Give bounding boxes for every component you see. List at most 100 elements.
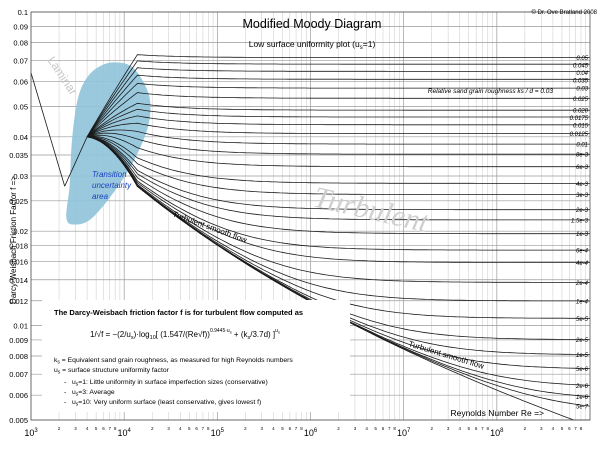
x-minor-tick-label: 3 [540,426,543,431]
x-minor-tick-label: 7 [108,426,111,431]
x-minor-tick-label: 4 [179,426,182,431]
roughness-curve [87,136,590,221]
y-tick-label: 0.07 [13,57,28,66]
x-minor-tick-label: 3 [354,426,357,431]
x-minor-tick-label: 4 [86,426,89,431]
plot-frame [30,11,591,421]
roughness-curve [86,92,590,138]
roughness-label: 5e-5 [576,317,589,323]
x-minor-tick-label: 5 [561,426,564,431]
x-minor-tick-label: 7 [481,426,484,431]
x-minor-tick-label: 8 [300,426,303,431]
x-tick-label: 105 [211,428,225,438]
x-minor-tick-label: 5 [95,426,98,431]
x-minor-tick-label: 6 [475,426,478,431]
us-definition: us = surface structure uniformity factor [54,367,170,376]
roughness-label: 1e-4 [576,299,589,305]
y-tick-label: 0.03 [13,172,28,181]
us-bullets: - us=1: Little uniformity in surface impe… [64,379,268,408]
x-minor-tick-label: 4 [272,426,275,431]
formula-box: The Darcy-Weisbach friction factor f is … [42,300,350,412]
bullet-marker: - [64,389,66,396]
y-tick-label: 0.018 [9,242,28,251]
y-tick-label: 0.012 [9,297,28,306]
roughness-curve [86,108,590,138]
laminar-line [30,72,66,187]
roughness-curve [87,136,590,283]
roughness-label: 0.035 [573,79,589,85]
x-minor-tick-label: 2 [430,426,433,431]
x-minor-tick-label: 6 [195,426,198,431]
us-bullet-text: us=3: Average [72,389,115,398]
roughness-curve [86,82,590,138]
x-minor-tick-label: 7 [202,426,205,431]
y-tick-label: 0.016 [9,258,28,267]
roughness-label: 0.03 [576,87,588,93]
roughness-caption: Relative sand grain roughness ks / d = 0… [428,88,554,95]
x-axis-label: Reynolds Number Re => [450,408,544,418]
x-minor-tick-label: 2 [337,426,340,431]
roughness-label: 0.025 [573,97,589,103]
roughness-label: 0.045 [573,64,589,70]
x-minor-tick-label: 8 [580,426,583,431]
roughness-curve [86,67,590,138]
roughness-label: 1e-6 [576,395,589,401]
x-tick-label: 107 [397,428,411,438]
x-minor-tick-label: 7 [295,426,298,431]
roughness-curve [86,54,590,137]
x-minor-tick-label: 8 [114,426,117,431]
roughness-label: 0.0125 [570,132,589,138]
roughness-label: 4e-4 [576,261,589,267]
y-tick-label: 0.035 [9,151,28,160]
roughness-curve [86,129,590,145]
roughness-label: 0.0175 [570,116,589,122]
x-minor-tick-label: 5 [468,426,471,431]
x-minor-tick-label: 8 [207,426,210,431]
x-tick-labels: 103 2 3 4 5 6 7 8 104 2 3 4 5 6 7 8 105 2 3 4 5 6 7 8 106 2 3 4 5 6 7 8… [24,426,582,438]
x-minor-tick-label: 2 [524,426,527,431]
x-minor-tick-label: 6 [289,426,292,431]
roughness-curve [87,136,590,184]
roughness-label: 5e-6 [576,367,589,373]
y-tick-label: 0.008 [9,352,28,361]
turbulent-annotation: Turbulent [310,181,432,240]
formula-heading: The Darcy-Weisbach friction factor f is … [54,308,303,317]
x-minor-tick-label: 2 [151,426,154,431]
y-tick-label: 0.06 [13,78,28,87]
y-tick-label: 0.005 [9,416,28,425]
x-tick-label: 103 [24,428,38,438]
roughness-label: 6e-4 [576,249,589,255]
roughness-label: 2e-3 [575,208,589,214]
y-tick-label: 0.02 [13,227,28,236]
x-minor-tick-label: 3 [447,426,450,431]
x-minor-tick-label: 6 [568,426,571,431]
formula-equation: 1/√f = −(2/us)·log10[ (1.547/(Re√f))0.94… [90,328,280,341]
y-axis-label: Darcy-Weisbach Friction Factor f => [9,176,18,304]
y-tick-label: 0.007 [9,370,28,379]
x-minor-tick-label: 3 [261,426,264,431]
roughness-label: 5e-7 [576,405,589,411]
roughness-curve [87,134,590,168]
roughness-curve [86,74,590,138]
x-minor-tick-label: 4 [365,426,368,431]
x-minor-tick-label: 5 [188,426,191,431]
us-bullet-text: us=10: Very uniform surface (least conse… [72,399,261,408]
chart-subtitle: Low surface uniformity plot (us=1) [249,39,376,51]
y-tick-label: 0.05 [13,102,28,111]
roughness-label: 1.5e-3 [571,218,589,224]
roughness-curve [87,136,590,302]
x-minor-tick-label: 6 [102,426,105,431]
bullet-marker: - [64,379,66,386]
y-tick-labels: 0.1 0.09 0.08 0.07 0.06 0.05 0.04 0.035 0.03 0.02… [9,8,28,425]
x-minor-tick-label: 3 [167,426,170,431]
roughness-label: 0.04 [576,71,588,77]
roughness-label: 0.01 [576,143,588,149]
roughness-label: 6e-3 [576,165,589,171]
roughness-curve [86,122,590,138]
y-tick-label: 0.08 [13,38,28,47]
x-minor-tick-label: 5 [281,426,284,431]
x-minor-tick-label: 8 [487,426,490,431]
roughness-label: 1e-3 [576,232,589,238]
roughness-curve [87,136,590,195]
